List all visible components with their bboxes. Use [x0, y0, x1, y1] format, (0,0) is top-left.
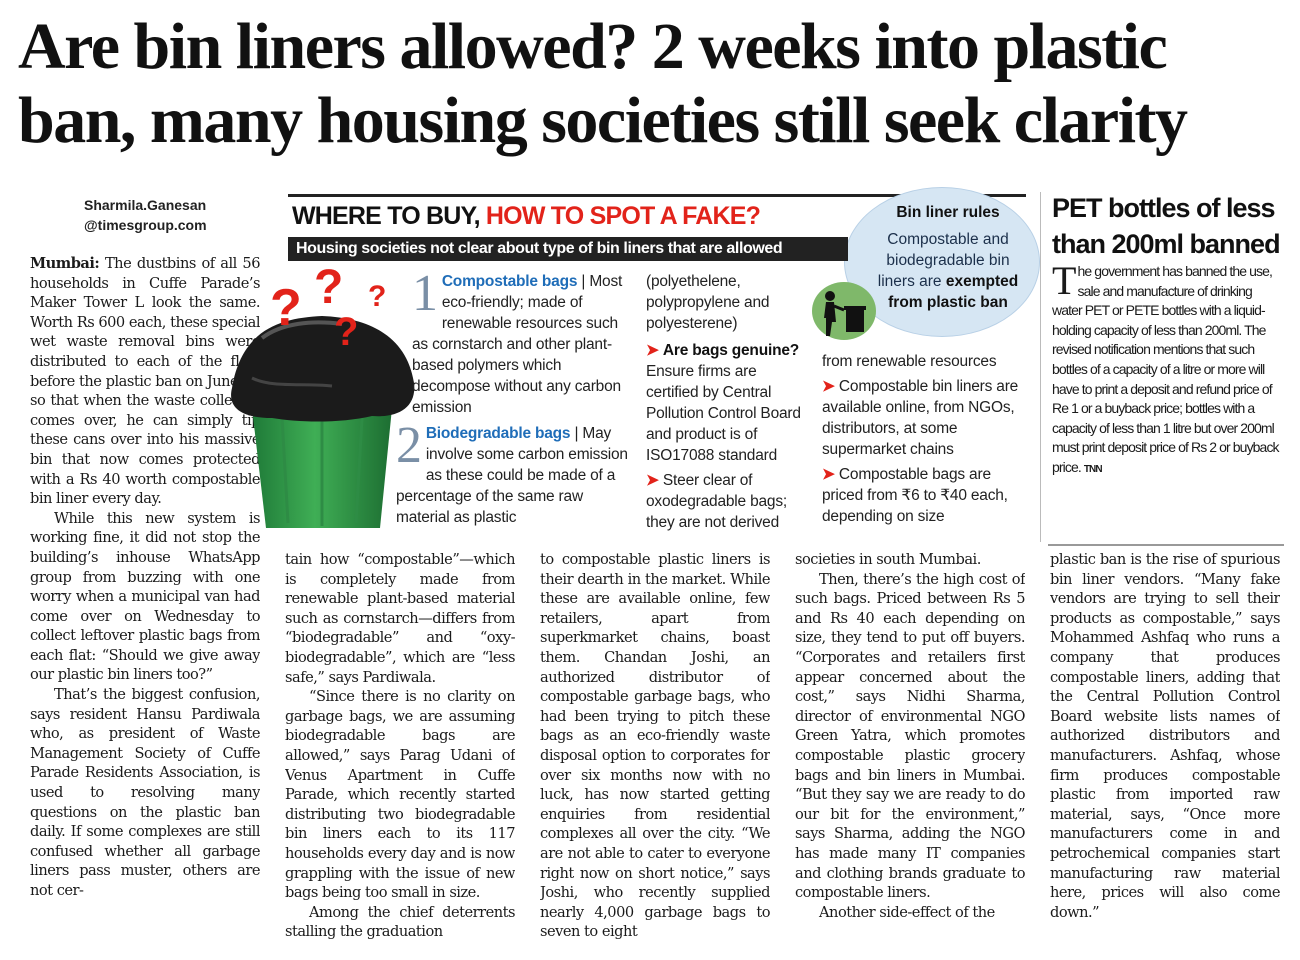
- question-mark-icon: ?: [270, 279, 302, 337]
- agency-tag: TNN: [1083, 463, 1103, 475]
- byline-email: @timesgroup.com: [84, 217, 207, 233]
- item-number: 1: [412, 265, 438, 322]
- dustbin-icon: [231, 316, 415, 528]
- article-paragraph: plastic ban is the rise of spurious bin …: [1050, 551, 1280, 921]
- article-paragraph: “Since there is no clarity on garbage ba…: [285, 688, 515, 902]
- arrow-icon: ➤: [822, 466, 835, 483]
- infobox-item-biodegradable: 2 Biodegradable bags | May involve some …: [396, 417, 628, 527]
- bin-liner-rules: Bin liner rules Compostable and biodegra…: [868, 202, 1028, 313]
- dateline: Mumbai:: [30, 255, 100, 272]
- article-paragraph: tain how “compostable”—which is complete…: [285, 551, 515, 686]
- infobox-item-compostable: 1 Compostable bags | Most eco-friendly; …: [412, 265, 623, 417]
- headline: Are bin liners allowed? 2 weeks into pla…: [18, 10, 1188, 157]
- drop-cap: T: [1052, 258, 1076, 303]
- arrow-icon: ➤: [646, 342, 659, 359]
- article-paragraph: Then, there’s the high cost of such bags…: [795, 570, 1025, 902]
- item-number: 2: [396, 417, 422, 474]
- article-paragraph: Mumbai: The dustbins of all 56 household…: [30, 255, 260, 508]
- article-column-5: plastic ban is the rise of spurious bin …: [1050, 550, 1280, 944]
- bin-illustration: ? ? ? ?: [222, 258, 422, 538]
- infobox-column-2: (polyethelene, polypropylene and polyest…: [646, 271, 810, 533]
- divider: [1048, 544, 1284, 546]
- infobox: WHERE TO BUY, HOW TO SPOT A FAKE? Housin…: [288, 187, 1040, 533]
- rules-title: Bin liner rules: [896, 204, 1000, 221]
- rules-circle: [844, 187, 1040, 337]
- question-mark-icon: ?: [314, 261, 344, 314]
- byline-name: Sharmila.Ganesan: [84, 197, 207, 213]
- question-mark-icon: ?: [334, 310, 359, 354]
- article-paragraph: to compostable plastic liners is their d…: [540, 551, 770, 941]
- availability-note: ➤ Compostable bin liners are available o…: [822, 378, 1019, 458]
- article-column-4: societies in south Mumbai. Then, there’s…: [795, 550, 1025, 944]
- rules-text: Compostable and biodegradable bin liners…: [877, 231, 1019, 311]
- item-label: Compostable bags: [441, 273, 578, 290]
- infobox-title: WHERE TO BUY, HOW TO SPOT A FAKE?: [292, 202, 761, 230]
- article-column-3: to compostable plastic liners is their d…: [540, 550, 770, 944]
- infobox-column-3: from renewable resources ➤ Compostable b…: [822, 351, 1028, 527]
- article-paragraph: That’s the biggest confusion, says resid…: [30, 686, 260, 899]
- pet-title: PET bottles of less than 200ml banned: [1052, 193, 1281, 259]
- byline: Sharmila.Ganesan @timesgroup.com: [84, 195, 264, 235]
- arrow-icon: ➤: [822, 378, 835, 395]
- price-note: ➤ Compostable bags are priced from ₹6 to…: [822, 466, 1008, 525]
- question-mark-icon: ?: [368, 280, 387, 313]
- article-paragraph: Another side-effect of the: [819, 903, 995, 921]
- article-paragraph: societies in south Mumbai.: [795, 551, 981, 568]
- item-label: Biodegradable bags: [425, 425, 571, 442]
- genuine-check: ➤ Are bags genuine? Ensure firms are cer…: [646, 342, 801, 464]
- infobox-subtitle-band: Housing societies not clear about type o…: [288, 237, 848, 261]
- oxodegradable-warning: ➤ Steer clear of oxodegradable bags; the…: [646, 472, 787, 531]
- article-column-2: tain how “compostable”—which is complete…: [285, 550, 515, 944]
- recycle-bin-icon: [812, 282, 876, 340]
- article-paragraph: Among the chief deterrents stalling the …: [285, 903, 515, 941]
- column-divider: [1040, 192, 1041, 542]
- arrow-icon: ➤: [646, 472, 659, 489]
- article-paragraph: While this new system is working fine, i…: [30, 509, 260, 684]
- article-column-1: Mumbai: The dustbins of all 56 household…: [30, 254, 260, 944]
